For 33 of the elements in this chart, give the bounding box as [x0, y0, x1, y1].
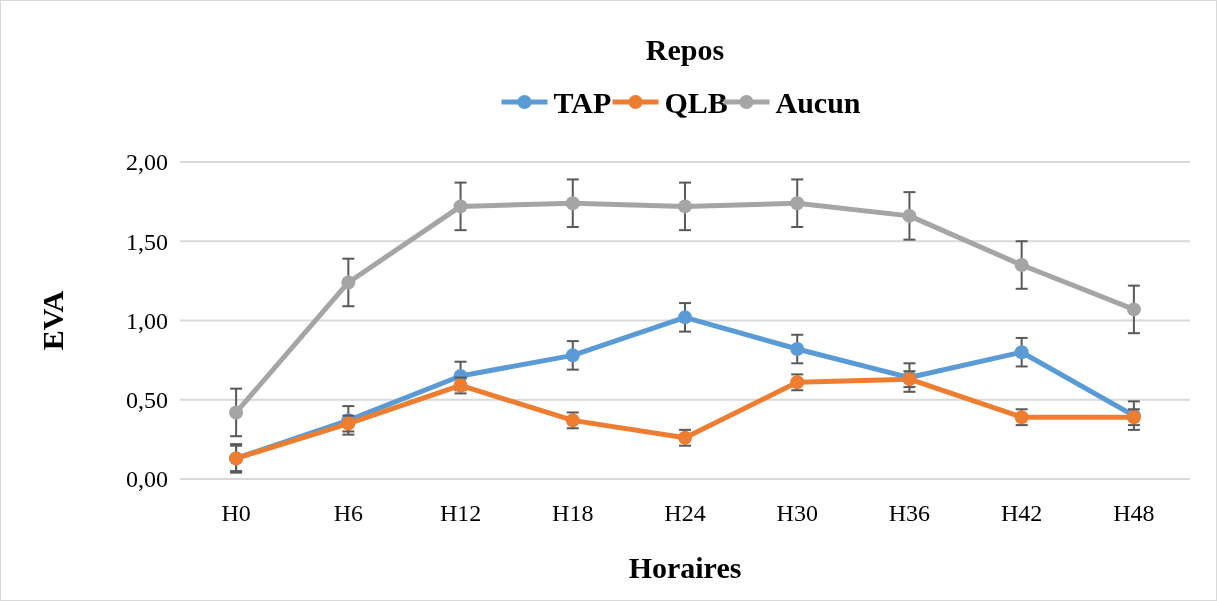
- y-tick-label: 0,00: [126, 466, 168, 493]
- point: [1126, 302, 1141, 317]
- y-axis-title: EVA: [35, 290, 69, 351]
- x-tick-label: H42: [1000, 500, 1043, 526]
- point: [678, 199, 692, 214]
- point: [453, 199, 468, 214]
- x-tick-label: H30: [776, 500, 818, 526]
- y-tick-label: 1,50: [126, 228, 168, 255]
- y-tick-label: 0,50: [126, 387, 168, 414]
- x-tick-label: H6: [333, 500, 364, 526]
- legend-label: Aucun: [775, 85, 861, 119]
- x-tick-label: H12: [439, 500, 482, 526]
- chart-title: Repos: [645, 33, 725, 66]
- x-axis-title: Horaires: [628, 551, 742, 584]
- x-tick-label: H24: [664, 500, 706, 526]
- x-tick-label: H36: [888, 500, 931, 526]
- point: [790, 196, 805, 211]
- point: [678, 310, 692, 325]
- point: [565, 196, 580, 211]
- point: [565, 348, 580, 363]
- point: [1014, 258, 1029, 273]
- legend-label: TAP: [553, 85, 612, 119]
- y-tick-label: 2,00: [126, 149, 168, 176]
- point: [902, 208, 917, 223]
- point: [341, 275, 356, 290]
- point: [1014, 345, 1029, 360]
- x-tick-label: H48: [1113, 500, 1155, 526]
- point: [229, 405, 244, 420]
- point: [790, 342, 805, 357]
- legend-label: QLB: [664, 85, 728, 119]
- x-tick-label: H18: [552, 500, 594, 526]
- x-tick-label: H0: [221, 500, 251, 526]
- y-tick-label: 1,00: [126, 307, 168, 334]
